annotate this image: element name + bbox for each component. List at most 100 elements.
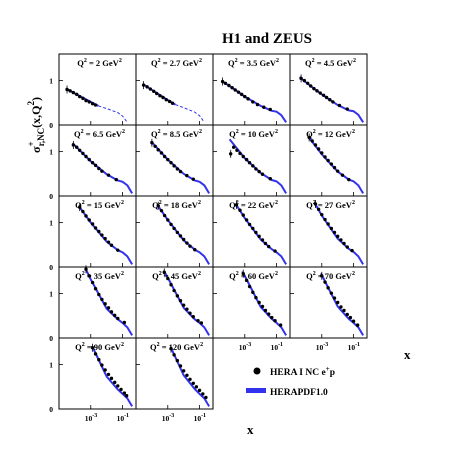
data-point [71, 143, 76, 147]
data-point [87, 274, 91, 278]
data-point [227, 83, 231, 88]
panel: Q2 = 22 GeV2 [212, 195, 291, 268]
data-point [323, 280, 327, 284]
fit-curve [234, 203, 287, 265]
svg-text:σ+r,NC(x,Q2): σ+r,NC(x,Q2) [26, 97, 46, 153]
data-point [204, 395, 208, 400]
data-point [332, 165, 337, 170]
panel: Q2 = 12 GeV2 [289, 124, 368, 197]
data-point [234, 203, 239, 207]
data-point [106, 173, 111, 177]
data-point [342, 241, 346, 246]
data-point [169, 346, 173, 351]
data-point [262, 105, 266, 109]
data-point [320, 212, 324, 217]
panel: 0 1 Q2 = 2 GeV2 [49, 53, 137, 130]
data-point [100, 169, 104, 173]
panel: Q2 = 2.7 GeV2 [135, 53, 214, 126]
data-point [273, 318, 277, 323]
data-point [257, 300, 261, 305]
data-point [321, 93, 326, 97]
data-point [260, 238, 265, 242]
data-point [332, 230, 337, 235]
data-point [340, 173, 345, 177]
chart-title: H1 and ZEUS [222, 31, 312, 47]
y-tick-label: 1 [49, 77, 53, 86]
data-point [178, 169, 183, 174]
data-point [178, 299, 183, 303]
data-point [194, 385, 199, 389]
data-point [87, 100, 91, 104]
data-point [193, 247, 197, 252]
q2-label: Q2 = 4.5 GeV2 [305, 58, 356, 68]
data-point [181, 303, 186, 307]
data-point [159, 151, 164, 155]
data-point [103, 302, 107, 306]
data-point [185, 241, 189, 245]
data-point [175, 230, 180, 235]
data-point [119, 387, 123, 392]
legend-data-suffix: p [330, 368, 335, 378]
data-point [251, 290, 255, 294]
data-point [355, 323, 360, 327]
data-point [191, 381, 195, 385]
data-point [75, 145, 79, 149]
data-point [166, 157, 170, 162]
data-point [263, 308, 268, 313]
y-tick-label: 1 [49, 219, 53, 228]
data-point [181, 369, 186, 373]
panel: Q2 = 70 GeV2 10-3 10-1 [289, 266, 368, 352]
panel: Q2 = 3.5 GeV2 [212, 53, 291, 126]
data-point [251, 100, 255, 104]
data-point [332, 296, 337, 300]
data-point [162, 154, 167, 159]
data-point [81, 151, 85, 156]
data-point [247, 161, 252, 165]
data-point [199, 321, 204, 325]
data-point [331, 100, 335, 104]
data-point [87, 218, 91, 222]
data-point [324, 95, 329, 100]
data-point [318, 91, 322, 95]
data-point [81, 209, 85, 214]
data-point [93, 103, 98, 107]
data-point [267, 312, 271, 316]
data-point [172, 164, 176, 168]
data-point [254, 230, 258, 235]
data-point [348, 315, 353, 320]
data-point [246, 97, 250, 101]
data-point [241, 213, 245, 217]
x-tick-label: 10-1 [194, 413, 207, 423]
fit-curve [91, 345, 133, 407]
data-point [307, 135, 311, 140]
data-point [116, 384, 120, 388]
q2-label: Q2 = 70 GeV2 [306, 271, 355, 281]
legend-dot-marker [253, 367, 261, 375]
data-point [162, 270, 166, 275]
data-point [116, 248, 120, 252]
panels-grid: 0 1 Q2 = 2 GeV2 Q2 = 2.7 GeV2 Q2 = 3.5 GeV2 Q… [49, 53, 368, 423]
data-point [159, 208, 164, 213]
q2-label: Q2 = 22 GeV2 [229, 200, 278, 210]
q2-label: Q2 = 120 GeV2 [150, 342, 203, 352]
y-axis-title: σ+r,NC(x,Q2) [26, 97, 46, 153]
x-tick-label: 10-1 [117, 413, 129, 423]
data-point [167, 99, 172, 104]
data-point [315, 89, 319, 93]
data-point [148, 87, 153, 91]
q2-label: Q2 = 3.5 GeV2 [228, 58, 279, 68]
data-point [328, 98, 332, 102]
data-point [77, 148, 82, 152]
data-point [124, 393, 129, 398]
y-tick-label: 1 [49, 361, 53, 370]
data-point [166, 218, 170, 222]
fit-curve [156, 204, 210, 265]
data-point [229, 152, 233, 156]
data-point [81, 96, 85, 101]
legend-data-prefix: HERA I NC e [270, 368, 326, 378]
data-point [156, 204, 160, 208]
data-point [161, 95, 165, 100]
data-point [84, 267, 88, 271]
data-point [188, 244, 192, 248]
